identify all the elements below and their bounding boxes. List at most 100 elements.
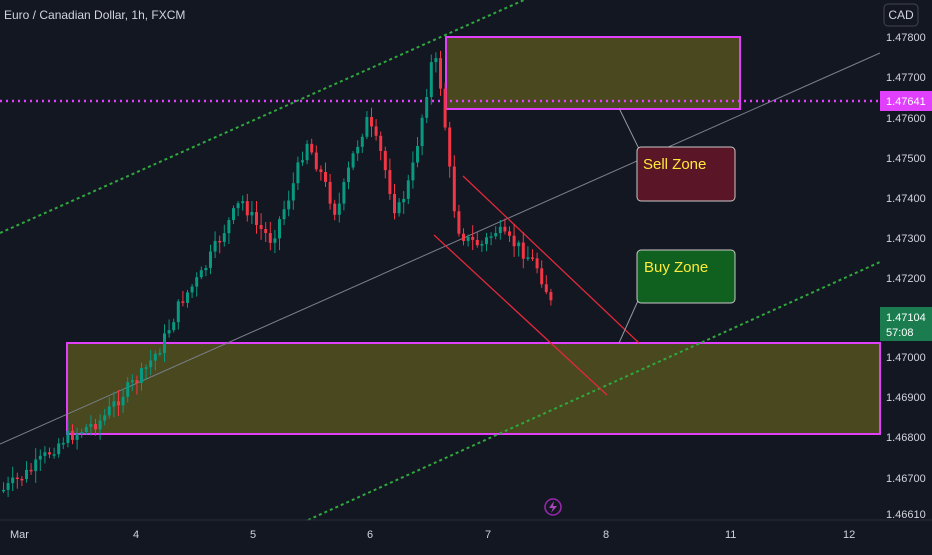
sell-zone-rectangle[interactable] — [445, 36, 741, 110]
candle-body — [98, 420, 102, 430]
candle-body — [402, 198, 406, 203]
descending-channel-upper[interactable] — [462, 175, 640, 344]
candle-body — [462, 233, 465, 241]
candle-body — [457, 211, 461, 234]
candle-body — [222, 233, 226, 242]
candle-body — [135, 380, 139, 383]
symbol-title[interactable]: Euro / Canadian Dollar, 1h, FXCM — [4, 8, 185, 22]
candle-body — [466, 236, 470, 241]
time-label: 5 — [250, 529, 256, 541]
candle-body — [393, 194, 396, 214]
candle-body — [11, 477, 15, 484]
lightning-icon[interactable] — [544, 498, 562, 516]
candle-body — [397, 202, 401, 214]
candle-body — [75, 433, 79, 440]
candle-body — [540, 268, 544, 285]
candle-body — [204, 267, 208, 271]
candle-body — [94, 424, 97, 430]
sell-zone-callout[interactable]: Sell Zone — [636, 146, 736, 202]
candle-body — [282, 209, 286, 220]
candle-body — [333, 203, 337, 215]
candle-body — [195, 277, 199, 287]
buy-zone-label: Buy Zone — [644, 259, 708, 276]
candle-body — [388, 170, 392, 195]
channel-lower-line[interactable] — [307, 261, 881, 521]
candle-body — [38, 455, 42, 460]
time-label: 7 — [485, 529, 491, 541]
candle-body — [268, 233, 272, 243]
candle-body — [167, 330, 171, 334]
candle-body — [411, 162, 415, 181]
price-tick: 1.47200 — [886, 273, 926, 285]
candle-body — [273, 238, 277, 243]
candle-body — [365, 117, 369, 137]
candle-body — [25, 469, 28, 480]
candle-body — [20, 478, 24, 481]
candle-body — [181, 301, 185, 303]
candle-body — [209, 251, 212, 268]
channel-midline[interactable] — [0, 52, 881, 445]
candle-body — [48, 452, 51, 455]
candle-body — [236, 203, 240, 209]
candle-body — [172, 322, 176, 331]
candle-body — [121, 396, 125, 406]
time-label: 8 — [603, 529, 609, 541]
candle-body — [255, 212, 258, 225]
candle-body — [549, 292, 553, 301]
candle-body — [227, 220, 231, 234]
descending-channel-lower[interactable] — [433, 234, 608, 396]
candle-body — [103, 415, 107, 421]
candle-body — [305, 143, 309, 161]
candle-body — [452, 166, 456, 212]
sell-callout-pointer — [618, 107, 642, 154]
price-tick: 1.47600 — [886, 113, 926, 125]
candle-body — [301, 160, 304, 163]
candle-body — [264, 229, 268, 234]
candle-body — [328, 181, 332, 204]
candle-body — [360, 136, 364, 147]
candle-body — [503, 226, 507, 232]
candle-body — [163, 333, 166, 353]
candle-body — [126, 382, 130, 397]
candle-body — [425, 96, 429, 118]
candle-body — [342, 182, 346, 204]
candle-body — [535, 258, 539, 269]
candle-body — [61, 442, 65, 445]
candle-body — [190, 286, 194, 293]
buy-zone-callout[interactable]: Buy Zone — [636, 249, 736, 304]
candle-body — [324, 172, 327, 182]
candle-body — [475, 239, 479, 246]
candle-body — [199, 270, 203, 278]
candle-body — [34, 459, 38, 472]
candle-body — [144, 367, 148, 369]
currency-button[interactable]: CAD — [883, 3, 919, 27]
price-tick: 1.47400 — [886, 193, 926, 205]
current-price-tag[interactable]: 1.47104 57:08 — [880, 307, 932, 341]
price-tick: 1.46900 — [886, 392, 926, 404]
price-tick: 1.47500 — [886, 153, 926, 165]
candle-body — [485, 237, 488, 245]
countdown-label: 57:08 — [886, 327, 914, 339]
candle-body — [80, 432, 84, 434]
candle-body — [245, 201, 249, 216]
price-axis-area[interactable] — [880, 0, 932, 520]
candlestick-series[interactable] — [2, 50, 553, 497]
buy-zone-rectangle[interactable] — [66, 342, 881, 435]
candle-body — [508, 231, 511, 236]
candle-body — [2, 489, 5, 492]
candle-body — [544, 284, 548, 293]
sell-zone-label: Sell Zone — [643, 156, 706, 173]
level-price-tag[interactable]: 1.47641 — [880, 91, 932, 111]
price-tick: 1.47000 — [886, 352, 926, 364]
price-tick: 1.47300 — [886, 233, 926, 245]
candle-body — [213, 240, 217, 252]
candle-body — [521, 242, 525, 259]
candle-body — [416, 146, 419, 163]
time-axis[interactable]: Mar 4 5 6 7 8 11 12 — [0, 519, 932, 541]
candle-body — [383, 150, 387, 171]
candle-body — [259, 224, 263, 230]
candle-body — [153, 353, 157, 361]
candle-body — [337, 203, 341, 215]
